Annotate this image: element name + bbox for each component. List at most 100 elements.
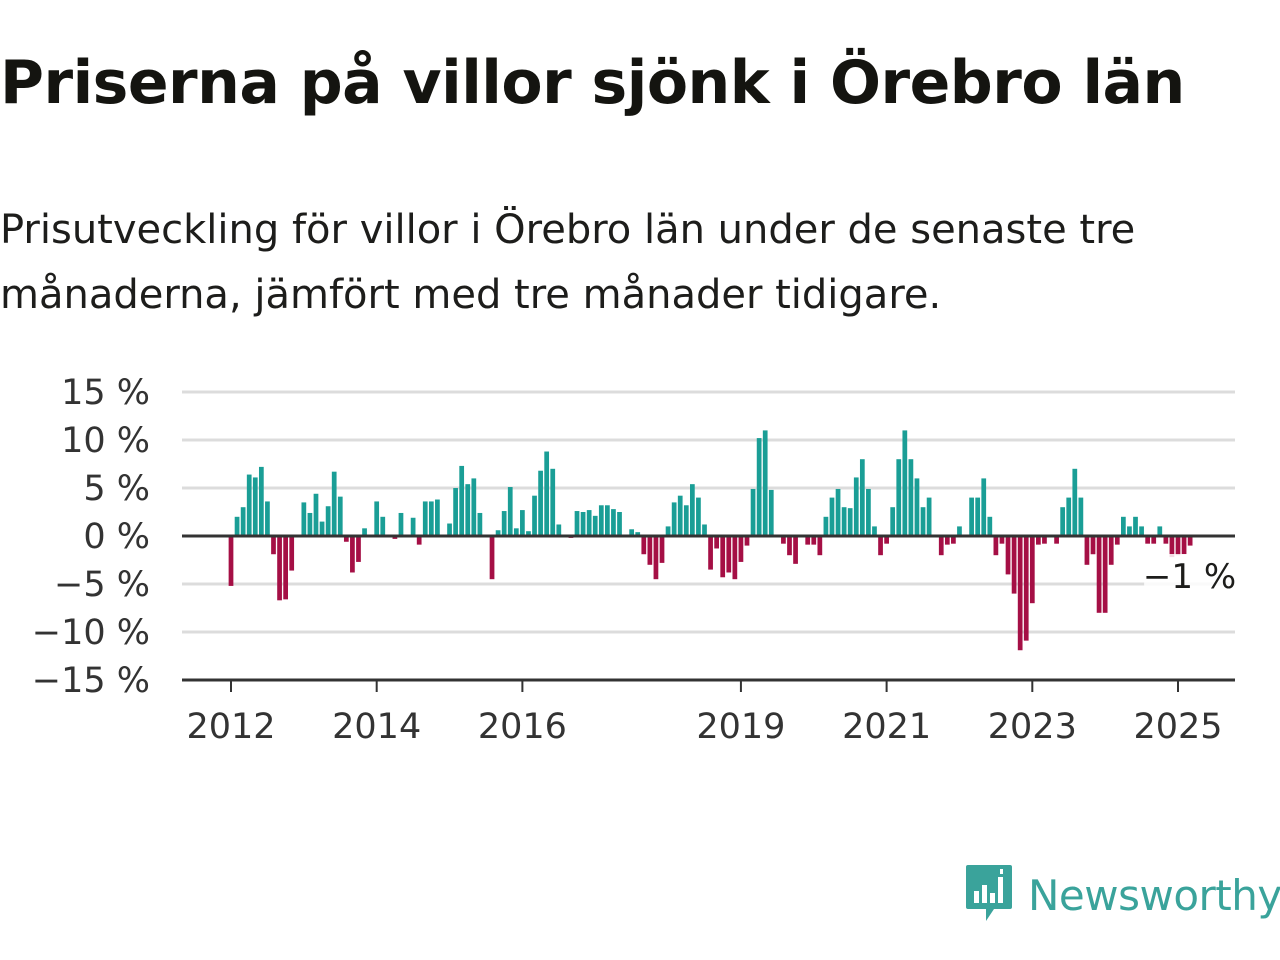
bar bbox=[744, 536, 750, 546]
bar bbox=[343, 536, 349, 542]
bar bbox=[447, 523, 452, 536]
bar bbox=[878, 536, 883, 556]
bar bbox=[1072, 468, 1078, 536]
bar bbox=[1054, 536, 1059, 544]
bar bbox=[422, 501, 428, 536]
bar bbox=[374, 501, 380, 536]
bar bbox=[738, 536, 744, 562]
bars bbox=[228, 430, 1193, 651]
bar bbox=[1042, 536, 1047, 544]
newsworthy-bar-chart-logo-icon bbox=[964, 863, 1014, 927]
bar bbox=[750, 488, 756, 536]
bar bbox=[1096, 536, 1102, 613]
bar bbox=[1120, 516, 1126, 536]
bar bbox=[841, 507, 847, 536]
bar bbox=[234, 516, 240, 536]
bar bbox=[477, 512, 483, 536]
bar bbox=[653, 536, 659, 580]
bar bbox=[459, 465, 465, 536]
bar bbox=[586, 510, 592, 536]
bar bbox=[1060, 507, 1066, 536]
bar bbox=[246, 474, 252, 536]
bar bbox=[811, 536, 817, 545]
bar bbox=[659, 536, 665, 563]
end-value-label: −1 % bbox=[1143, 557, 1236, 597]
bar bbox=[696, 497, 701, 536]
bar-chart: 15 % 10 % 5 % 0 % −5 % −10 % −15 % 2012 2014 2016… bbox=[32, 373, 1241, 747]
bar bbox=[726, 536, 732, 573]
y-tick-label: −15 % bbox=[32, 661, 150, 701]
bar bbox=[1090, 536, 1096, 555]
bar bbox=[829, 497, 835, 536]
bar bbox=[859, 459, 865, 536]
x-tick-label: 2016 bbox=[478, 707, 567, 747]
bar bbox=[240, 507, 246, 536]
x-tick-label: 2014 bbox=[332, 707, 421, 747]
bar bbox=[635, 532, 641, 536]
bar bbox=[289, 536, 295, 571]
x-tick-label: 2025 bbox=[1133, 707, 1222, 747]
bar bbox=[951, 536, 956, 544]
end-label-bg bbox=[1144, 554, 1241, 600]
bar bbox=[793, 536, 798, 564]
bar bbox=[1133, 516, 1138, 536]
bar bbox=[501, 511, 507, 536]
bar bbox=[265, 501, 270, 536]
bar bbox=[847, 508, 853, 536]
bar bbox=[513, 528, 519, 536]
bar bbox=[1151, 536, 1157, 544]
bar bbox=[975, 497, 981, 536]
bar bbox=[258, 466, 264, 536]
bar bbox=[768, 489, 774, 536]
bar bbox=[647, 536, 653, 565]
bar bbox=[319, 521, 325, 536]
bar bbox=[890, 507, 896, 536]
bar bbox=[1029, 536, 1035, 604]
bar bbox=[926, 497, 932, 536]
bar bbox=[1139, 526, 1144, 536]
bar bbox=[574, 511, 580, 536]
bar bbox=[1145, 536, 1151, 544]
bar bbox=[866, 488, 871, 536]
bar bbox=[1005, 536, 1011, 575]
bar bbox=[1108, 536, 1114, 565]
y-tick-label: 0 % bbox=[83, 517, 150, 557]
bar bbox=[981, 478, 987, 536]
bar bbox=[526, 531, 531, 536]
bar bbox=[938, 536, 944, 556]
bar bbox=[598, 505, 604, 536]
bar bbox=[787, 536, 792, 556]
bar bbox=[732, 536, 738, 580]
bar bbox=[532, 495, 537, 536]
bar bbox=[1114, 536, 1120, 545]
bar bbox=[914, 478, 920, 536]
bar bbox=[1078, 497, 1084, 536]
bar bbox=[817, 536, 823, 556]
bar bbox=[714, 536, 720, 549]
bar bbox=[641, 536, 647, 555]
bar bbox=[337, 496, 343, 536]
bar bbox=[416, 536, 422, 545]
bar bbox=[835, 488, 841, 536]
bar bbox=[689, 484, 695, 536]
chart-title: Priserna på villor sjönk i Örebro län bbox=[0, 48, 1185, 118]
y-tick-label: −10 % bbox=[32, 613, 150, 653]
y-tick-label: −5 % bbox=[54, 565, 150, 605]
chart-subtitle: Prisutveckling för villor i Örebro län u… bbox=[0, 207, 1136, 318]
x-tick-label: 2023 bbox=[988, 707, 1077, 747]
bar bbox=[228, 536, 234, 586]
bar bbox=[428, 501, 434, 536]
bar bbox=[283, 536, 289, 600]
y-tick-label: 5 % bbox=[83, 469, 150, 509]
bar bbox=[920, 507, 926, 536]
bar bbox=[708, 536, 713, 570]
bar bbox=[605, 505, 610, 536]
x-tick-label: 2019 bbox=[696, 707, 785, 747]
bar bbox=[1017, 536, 1023, 651]
bar bbox=[872, 526, 877, 536]
bar bbox=[720, 536, 726, 578]
bar bbox=[362, 528, 367, 536]
bar bbox=[465, 484, 471, 536]
bar bbox=[1023, 536, 1029, 641]
newsworthy-logo[interactable]: Newsworthy bbox=[964, 864, 1280, 926]
